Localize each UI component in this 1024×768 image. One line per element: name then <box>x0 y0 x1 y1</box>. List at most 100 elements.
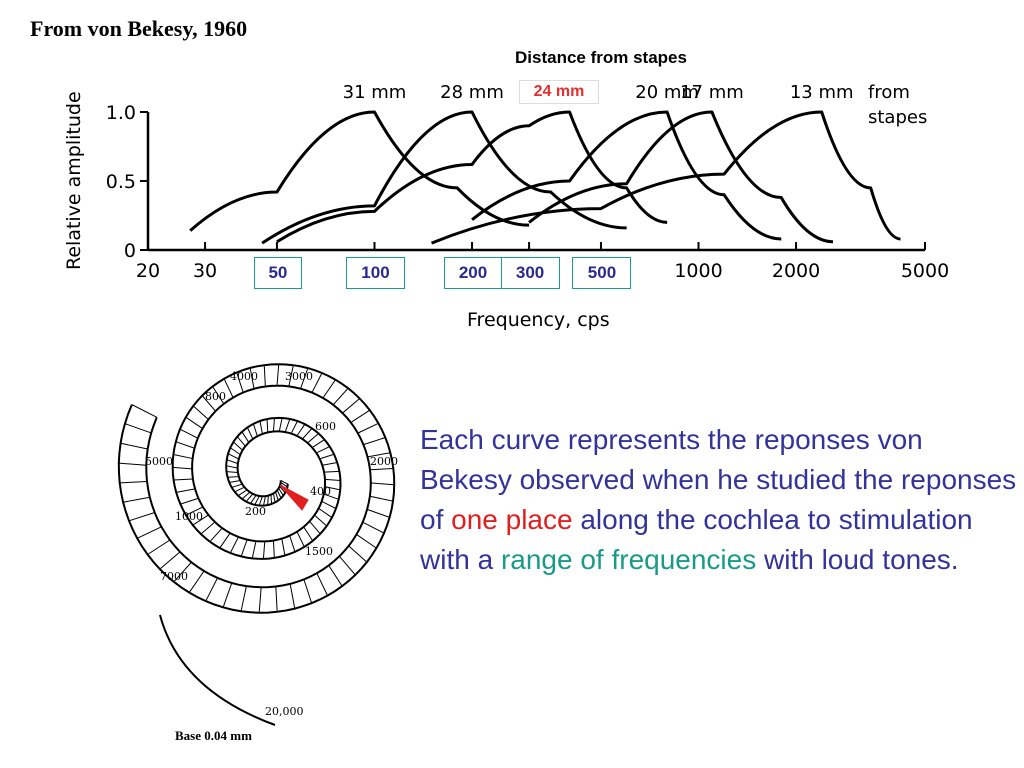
cochlea-frequency-label: 5000 <box>145 455 173 468</box>
cochlea-frequency-label: 7000 <box>160 570 188 583</box>
cochlea-rung <box>262 541 266 559</box>
cochlea-rung <box>350 409 371 423</box>
cochlea-rung <box>252 423 258 437</box>
y-ticks: 0 0.5 1.0 <box>106 102 148 262</box>
cochlea-rung <box>366 508 390 518</box>
source-title: From von Bekesy, 1960 <box>30 16 248 41</box>
cochlea-rung <box>272 540 275 558</box>
cochlea-rung <box>272 418 275 432</box>
cochlea-rung <box>233 441 243 451</box>
x-tick-label: 5000 <box>901 260 949 282</box>
cochlea-rung <box>296 531 305 548</box>
cochlea-rung <box>222 582 233 608</box>
cochlea-rung <box>240 585 247 612</box>
cochlea-rung <box>131 404 158 418</box>
curves <box>189 110 901 245</box>
cochlea-rung <box>120 442 148 450</box>
cochlea-rung <box>259 420 263 435</box>
description-part1: Each curve represents the reponses von B… <box>420 424 1017 535</box>
cochlea-rung <box>296 423 306 437</box>
curve-31mm <box>189 110 530 232</box>
cochlea-rung <box>275 491 279 501</box>
x-axis-label: Frequency, cps <box>467 309 610 331</box>
chart-title: Distance from stapes <box>515 48 687 67</box>
cochlea-rung <box>159 551 181 570</box>
cochlea-rung <box>172 466 193 470</box>
cochlea-rung <box>246 427 254 440</box>
cochlea-rung <box>223 378 234 398</box>
cochlea-rung <box>188 570 205 593</box>
cochlea-rung <box>370 468 394 471</box>
cochlea-rung <box>276 489 282 499</box>
cochlea-rung <box>123 496 150 503</box>
cochlea-rung <box>258 496 263 506</box>
cochlea-rung <box>316 446 330 454</box>
highlighted-tick-label: 500 <box>572 257 632 289</box>
cochlea-rung <box>289 535 296 552</box>
cochlea-rung <box>280 480 289 485</box>
cochlea-diagram: 4000 3000 800 600 2000 5000 400 200 1000 1500 7000… <box>117 363 398 726</box>
cochlea-rung <box>284 418 291 433</box>
cochlea-rung <box>136 526 162 539</box>
cochlea-frequency-label: 1500 <box>305 545 333 558</box>
curve-13mm <box>430 110 901 245</box>
cochlea-rung <box>192 405 209 420</box>
cochlea-rung <box>201 395 216 412</box>
x-tick-label: 2000 <box>772 260 820 282</box>
peak-label: 31 mm <box>343 82 407 103</box>
x-tick-label: 1000 <box>674 260 722 282</box>
cochlea-rung <box>316 572 328 596</box>
cochlea-rung <box>230 447 241 456</box>
curve-17mm <box>528 110 834 244</box>
description-highlight-one-place: one place <box>451 504 573 535</box>
cochlea-rung <box>263 365 266 387</box>
description-part5: with loud tones. <box>756 544 959 575</box>
cochlea-spiral <box>117 363 396 726</box>
cochlea-rung <box>289 583 296 609</box>
cochlea-frequency-label: 400 <box>310 485 331 498</box>
cochlea-rung <box>173 453 193 460</box>
cochlea-rung <box>309 520 321 535</box>
cochlea-rung <box>280 481 288 488</box>
peak-label-24mm: 24 mm <box>519 80 599 104</box>
cochlea-rung <box>288 365 294 387</box>
cochlea-rung <box>237 489 248 497</box>
cochlea-rung <box>290 420 298 434</box>
cochlea-rung <box>234 486 245 493</box>
y-tick-label: 0 <box>124 240 136 262</box>
cochlea-rung <box>302 428 313 440</box>
cochlea-rung <box>258 587 262 613</box>
cochlea-rung <box>279 485 286 494</box>
cochlea-rung <box>321 500 337 510</box>
cochlea-rung <box>176 488 196 493</box>
cochlea-frequency-label: 200 <box>245 505 266 518</box>
cochlea-rung <box>249 494 257 504</box>
cochlea-rung <box>175 441 195 449</box>
cochlea-rung <box>147 539 171 555</box>
base-label: Base 0.04 mm <box>175 728 252 743</box>
cochlea-frequency-label: 20,000 <box>265 705 304 718</box>
cochlea-rung <box>303 526 314 542</box>
cochlea-rung <box>209 527 223 543</box>
cochlea-rung <box>362 521 385 534</box>
cochlea-rung <box>173 478 193 481</box>
x-tick-label: 20 <box>136 260 160 282</box>
cochlea-rung <box>212 386 225 405</box>
cochlea-rung <box>219 532 231 549</box>
cochlea-rung <box>278 488 284 496</box>
cochlea-outer-wall <box>117 363 396 614</box>
cochlea-rung <box>245 493 254 502</box>
cochlea-rung <box>205 577 219 602</box>
cochlea-rung <box>324 486 341 491</box>
cochlea-rung <box>281 538 286 556</box>
x-ticks: 20 30 1000 2000 5000 <box>136 242 949 282</box>
highlighted-tick-label: 100 <box>345 257 405 289</box>
cochlea-rung <box>240 539 248 557</box>
peak-label: 17 mm <box>680 82 744 103</box>
cochlea-rung <box>303 579 313 604</box>
cochlea-rung <box>339 555 356 576</box>
cochlea-rung <box>226 459 239 465</box>
peak-label: 20 mm <box>635 82 699 103</box>
cochlea-rung <box>226 471 239 473</box>
